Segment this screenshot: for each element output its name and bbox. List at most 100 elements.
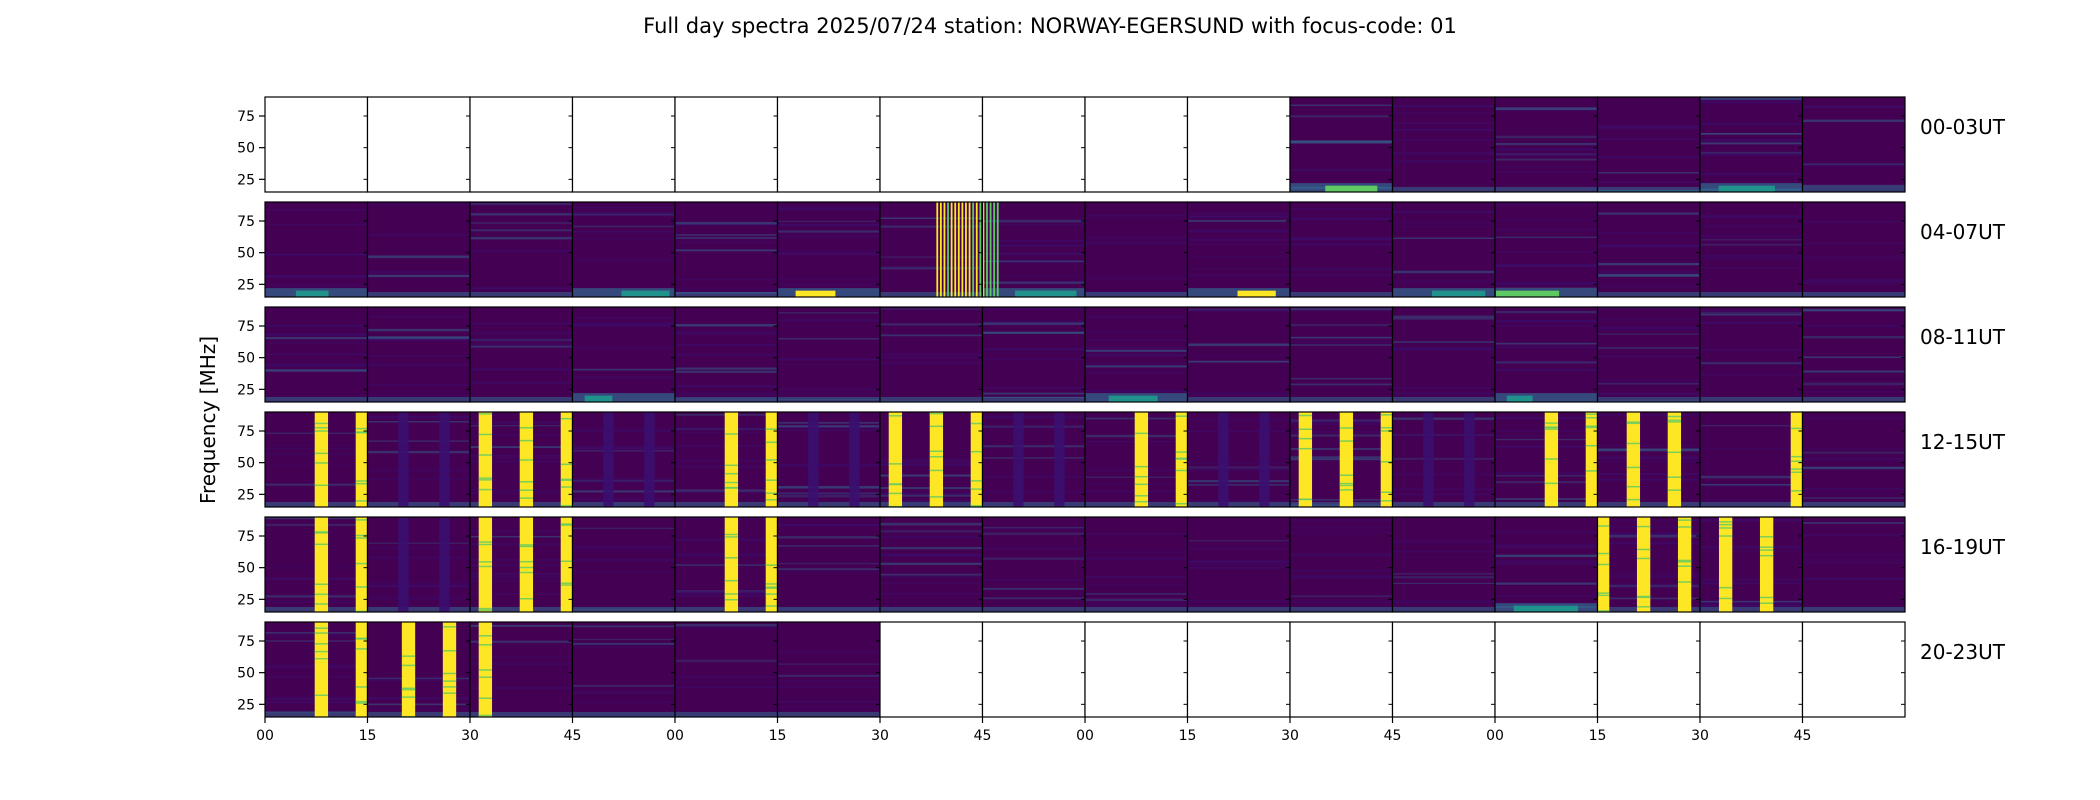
- faint-burst-column: [439, 517, 450, 612]
- interference-line: [1290, 237, 1393, 241]
- interference-line: [777, 651, 880, 654]
- interference-line: [777, 494, 880, 498]
- low-band-base: [1290, 396, 1393, 402]
- empty-panel: [1187, 622, 1290, 717]
- panel-content: [572, 517, 675, 612]
- interference-line: [1495, 265, 1598, 268]
- x-tick-label: 15: [769, 728, 787, 744]
- interference-line: [777, 545, 880, 547]
- burst-column: [401, 622, 416, 717]
- interference-line: [1495, 554, 1598, 558]
- empty-panel: [675, 97, 778, 192]
- interference-line: [675, 370, 778, 373]
- interference-line: [1187, 430, 1290, 433]
- interference-line: [1802, 279, 1905, 282]
- interference-line: [1290, 115, 1393, 118]
- interference-line: [367, 384, 470, 386]
- burst-gap: [1339, 427, 1354, 429]
- x-tick-label: 30: [871, 728, 889, 744]
- interference-line: [470, 249, 573, 253]
- interference-line: [777, 536, 880, 539]
- interference-line: [265, 284, 368, 287]
- interference-line: [880, 356, 983, 359]
- interference-line: [982, 223, 1085, 226]
- interference-line: [1802, 577, 1905, 581]
- interference-line: [367, 202, 470, 205]
- spectrogram-background: [982, 517, 1085, 612]
- interference-line: [880, 361, 983, 365]
- interference-line: [572, 691, 675, 694]
- burst-column: [1298, 412, 1313, 507]
- interference-line: [1597, 274, 1700, 277]
- burst-gap: [1636, 595, 1651, 598]
- low-band-signal: [1431, 290, 1486, 297]
- spectrogram-background: [777, 622, 880, 717]
- interference-line: [675, 278, 778, 281]
- panel-content: [1700, 622, 1803, 717]
- empty-panel: [1700, 622, 1803, 717]
- low-band-base: [367, 396, 470, 402]
- spectrogram-panel: [1289, 201, 1394, 298]
- interference-line: [1392, 153, 1495, 156]
- interference-line: [1392, 582, 1495, 585]
- interference-line: [1290, 600, 1393, 604]
- burst-column: [355, 412, 368, 507]
- interference-line: [1290, 577, 1393, 579]
- burst-gap: [1380, 426, 1393, 429]
- spectrogram-background: [1597, 97, 1700, 192]
- interference-line: [1700, 173, 1803, 175]
- interference-line: [1187, 360, 1290, 363]
- interference-line: [1495, 582, 1598, 585]
- interference-line: [1392, 315, 1495, 318]
- burst-gap: [442, 692, 457, 694]
- interference-line: [572, 571, 675, 573]
- x-tick-label: 45: [974, 728, 992, 744]
- interference-line: [1700, 518, 1803, 522]
- spectrogram-background: [572, 202, 675, 297]
- burst-gap: [765, 583, 778, 585]
- interference-line: [777, 250, 880, 252]
- interference-line: [1187, 599, 1290, 603]
- interference-line: [982, 274, 1085, 277]
- interference-line: [572, 322, 675, 324]
- interference-line: [1187, 483, 1290, 486]
- interference-line: [1187, 559, 1290, 562]
- interference-line: [1392, 237, 1495, 239]
- interference-line: [675, 221, 778, 225]
- burst-gap: [519, 481, 534, 483]
- panel-content: [1597, 622, 1700, 717]
- y-tick-label: 75: [237, 634, 255, 650]
- panel-content: [1085, 97, 1188, 192]
- burst-gap: [478, 565, 493, 568]
- interference-line: [777, 493, 880, 495]
- panel-content: [777, 622, 880, 717]
- faint-burst-column: [603, 412, 614, 507]
- panel-content: [1290, 307, 1393, 402]
- interference-line: [982, 260, 1085, 263]
- spectra-row-16-19UT: 25 50 75 16-19UT: [237, 516, 2006, 613]
- interference-line: [880, 547, 983, 550]
- burst-gap: [724, 472, 739, 475]
- interference-line: [470, 203, 573, 206]
- burst-column: [478, 412, 493, 507]
- burst-column: [442, 622, 457, 717]
- interference-line: [1802, 281, 1905, 285]
- interference-line: [777, 235, 880, 238]
- spectrogram-background: [1495, 307, 1598, 402]
- spectrogram-panel: [469, 96, 574, 193]
- spectrogram-panel: [1186, 306, 1291, 403]
- interference-line: [777, 568, 880, 571]
- interference-line: [1085, 315, 1188, 318]
- interference-line: [777, 319, 880, 322]
- spectrogram-panel: [1801, 621, 1906, 718]
- interference-line: [1495, 319, 1598, 322]
- interference-line: [1085, 557, 1188, 560]
- comb-line: [965, 202, 967, 297]
- panel-content: [982, 622, 1085, 717]
- x-tick-label: 00: [256, 728, 274, 744]
- burst-gap: [929, 412, 944, 415]
- burst-gap: [355, 537, 368, 539]
- interference-line: [1495, 562, 1598, 565]
- low-band-base: [1700, 291, 1803, 297]
